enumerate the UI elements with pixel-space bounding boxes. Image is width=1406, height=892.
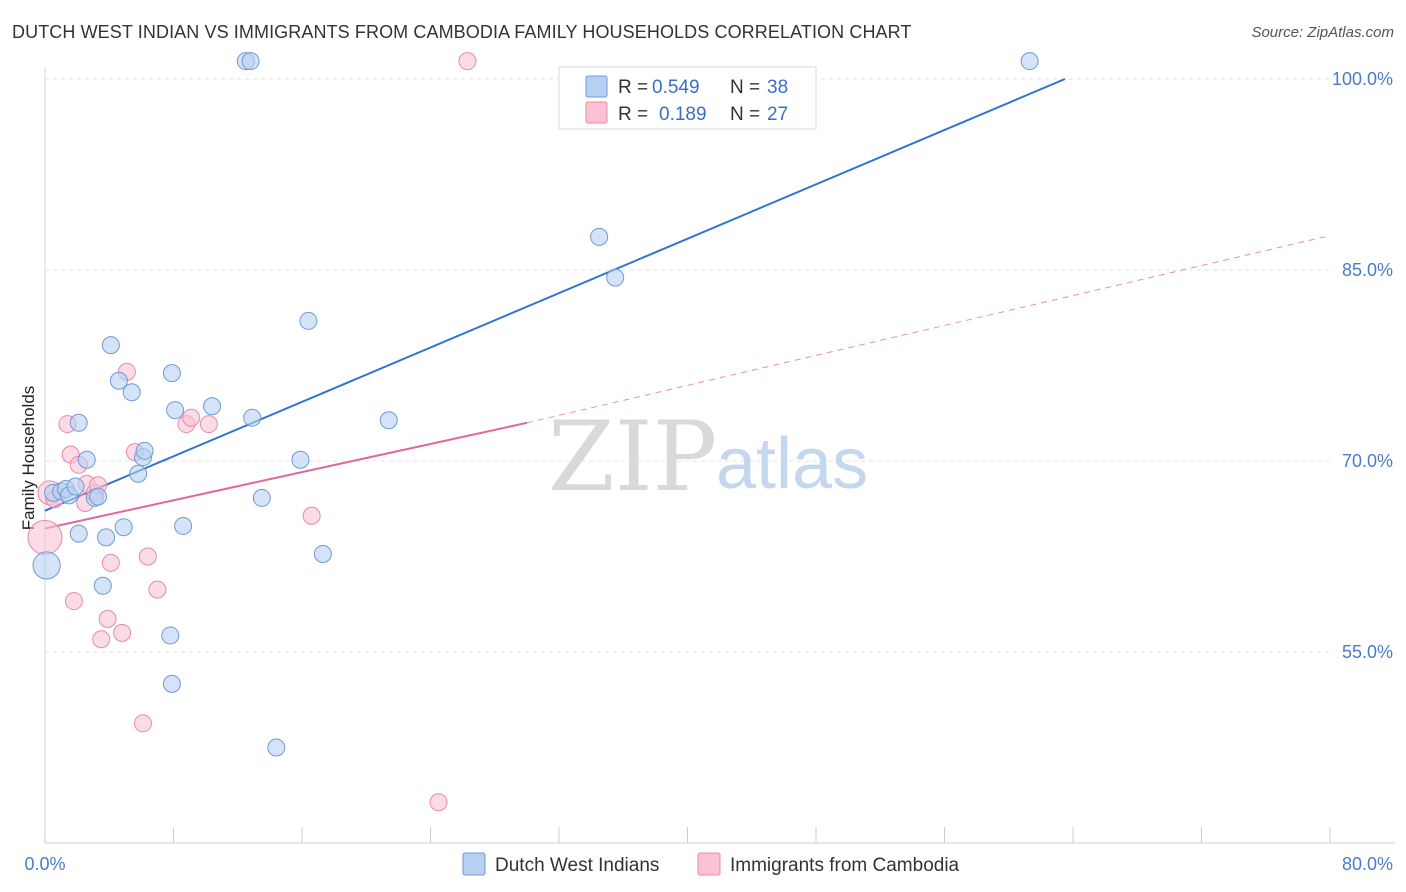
point-dutch-west-indians <box>114 518 133 537</box>
point-cambodia <box>458 52 477 71</box>
axes <box>44 67 1395 844</box>
legend-r-value-2: 0.189 <box>659 104 707 125</box>
series-legend: Dutch West Indians Immigrants from Cambo… <box>462 852 960 876</box>
watermark-zip: ZIP <box>548 401 717 513</box>
legend-n-value-2: 27 <box>767 104 788 125</box>
y-tick-labels: 55.0% 70.0% 85.0% 100.0% <box>1332 69 1393 662</box>
legend-n-label-2: N = <box>730 104 760 125</box>
point-dutch-west-indians <box>203 397 222 416</box>
point-dutch-west-indians <box>606 268 625 287</box>
point-cambodia <box>101 553 120 572</box>
point-cambodia <box>27 519 63 555</box>
point-dutch-west-indians <box>243 408 262 427</box>
y-tick-label: 55.0% <box>1342 642 1393 662</box>
bottom-legend-swatch-series2 <box>697 852 721 876</box>
bottom-legend-label-series1: Dutch West Indians <box>495 855 659 876</box>
point-cambodia <box>138 547 157 566</box>
point-cambodia <box>92 630 111 649</box>
gridlines <box>45 78 1330 653</box>
point-dutch-west-indians <box>97 528 116 547</box>
point-dutch-west-indians <box>93 576 112 595</box>
trend-line-cambodia <box>44 421 528 530</box>
point-dutch-west-indians <box>69 413 88 432</box>
point-cambodia <box>133 714 152 733</box>
point-cambodia <box>302 506 321 525</box>
legend-r-value-1: 0.549 <box>652 77 700 98</box>
point-dutch-west-indians <box>590 227 609 246</box>
point-dutch-west-indians <box>77 450 96 469</box>
point-dutch-west-indians <box>69 524 88 543</box>
point-dutch-west-indians <box>135 441 154 460</box>
legend-swatch-series2 <box>585 101 608 124</box>
point-dutch-west-indians <box>89 487 108 506</box>
point-dutch-west-indians <box>267 738 286 757</box>
point-dutch-west-indians <box>101 336 120 355</box>
point-cambodia <box>429 793 448 812</box>
point-dutch-west-indians <box>299 311 318 330</box>
point-dutch-west-indians <box>66 477 85 496</box>
trend-line-dutch-west-indians <box>44 78 1066 512</box>
point-dutch-west-indians <box>32 551 61 580</box>
point-dutch-west-indians <box>1020 52 1039 71</box>
y-tick-label: 85.0% <box>1342 260 1393 280</box>
point-cambodia <box>64 592 83 611</box>
legend-swatch-series1 <box>585 75 608 98</box>
point-dutch-west-indians <box>252 488 271 507</box>
x-tick-label: 80.0% <box>1342 854 1393 874</box>
point-dutch-west-indians <box>161 626 180 645</box>
point-dutch-west-indians <box>162 364 181 383</box>
point-cambodia <box>182 408 201 427</box>
chart-source: Source: ZipAtlas.com <box>1251 24 1394 41</box>
point-dutch-west-indians <box>109 371 128 390</box>
y-axis-label: Family Households <box>19 386 38 531</box>
point-dutch-west-indians <box>313 544 332 563</box>
bottom-legend-swatch-series1 <box>462 852 486 876</box>
legend-r-label-1: R = <box>618 77 648 98</box>
point-dutch-west-indians <box>174 516 193 535</box>
point-cambodia <box>199 415 218 434</box>
legend-r-label-2: R = <box>618 104 648 125</box>
trend-lines <box>44 78 1331 530</box>
data-points <box>27 52 1039 812</box>
chart-title: DUTCH WEST INDIAN VS IMMIGRANTS FROM CAM… <box>12 22 912 42</box>
point-dutch-west-indians <box>122 383 141 402</box>
y-tick-label: 70.0% <box>1342 451 1393 471</box>
point-dutch-west-indians <box>162 674 181 693</box>
bottom-legend-label-series2: Immigrants from Cambodia <box>730 855 960 876</box>
point-dutch-west-indians <box>129 464 148 483</box>
trend-line-cambodia-extension <box>526 235 1331 424</box>
point-cambodia <box>148 580 167 599</box>
point-dutch-west-indians <box>166 401 185 420</box>
watermark-atlas: atlas <box>716 424 868 504</box>
watermark: ZIP atlas <box>548 401 868 513</box>
point-dutch-west-indians <box>379 411 398 430</box>
x-tick-label: 0.0% <box>24 854 65 874</box>
point-dutch-west-indians <box>241 52 260 71</box>
legend-n-label-1: N = <box>730 77 760 98</box>
point-dutch-west-indians <box>291 450 310 469</box>
x-tick-labels: 0.0% 80.0% <box>24 854 1393 874</box>
y-tick-label: 100.0% <box>1332 69 1393 89</box>
point-cambodia <box>113 623 132 642</box>
point-cambodia <box>98 609 117 628</box>
stats-legend: R = 0.549 N = 38 R = 0.189 N = 27 <box>558 66 817 130</box>
legend-n-value-1: 38 <box>767 77 788 98</box>
